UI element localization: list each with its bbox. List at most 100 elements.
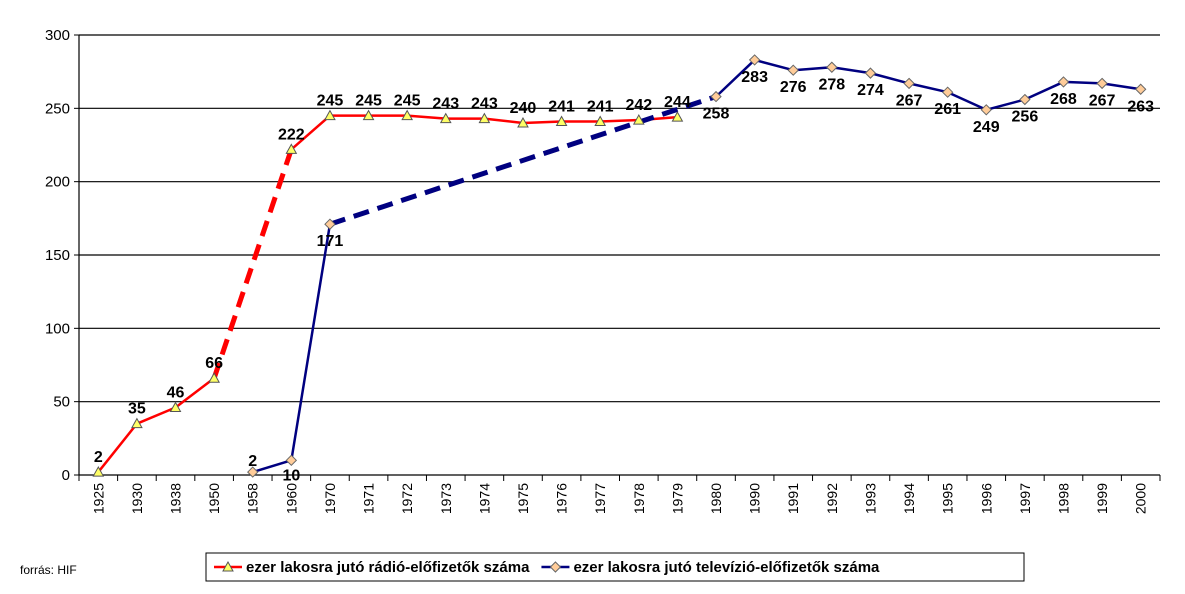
x-tick-label: 1974 [476,483,492,514]
x-tick-label: 1976 [554,483,570,514]
x-tick-label: 1994 [901,483,917,514]
x-tick-label: 1999 [1094,483,1110,514]
triangle-marker [594,115,607,127]
data-label: 261 [934,101,961,118]
series-line-segment [290,222,332,462]
data-label: 66 [205,355,223,372]
data-label: 242 [625,97,652,114]
data-label: 241 [548,99,575,116]
series-line-segment [1062,80,1104,85]
data-label: 256 [1012,109,1039,126]
data-label: 276 [780,79,807,96]
x-tick-label: 2000 [1133,483,1149,514]
triangle-marker [478,112,491,124]
diamond-marker [864,67,877,79]
x-tick-label: 1950 [206,483,222,514]
diamond-marker [1096,77,1108,90]
diamond-marker [247,466,259,478]
x-tick-label: 1990 [747,483,763,514]
diamond-marker [324,218,336,230]
triangle-marker [401,109,414,121]
data-label: 267 [1089,92,1116,109]
x-tick-label: 1977 [592,483,608,514]
y-tick-label: 250 [45,100,70,117]
x-tick-label: 1979 [669,483,685,514]
x-tick-label: 1997 [1017,483,1033,514]
y-tick-label: 50 [53,394,70,411]
triangle-marker [362,109,375,121]
series-line-segment [290,114,332,151]
data-label: 278 [818,76,845,93]
x-tick-label: 1996 [978,483,994,514]
triangle-marker [324,109,336,121]
triangle-marker [517,116,529,128]
series-lines [97,58,1142,474]
diamond-marker [903,77,915,90]
data-label: 222 [278,126,305,143]
series-dashed-segment [329,94,717,227]
data-label: 263 [1127,98,1154,115]
triangle-marker [632,114,645,125]
y-axis-ticks: 0 50 100 150 200 250 300 [45,27,79,484]
series-line-segment [791,66,834,72]
triangle-marker [208,372,220,383]
data-label: 171 [317,233,344,250]
data-label: 245 [317,93,344,110]
series-line-segment [97,422,139,474]
data-label: 35 [128,401,146,418]
data-label: 267 [896,92,923,109]
legend-triangle-marker [222,560,234,572]
x-tick-label: 1971 [361,483,377,514]
x-axis-ticks: 1925 1930 1938 1950 1958 1960 1970 1971 1972 1973… [78,475,1161,514]
triangle-marker [285,143,298,154]
legend-label: ezer lakosra jutó televízió-előfizetők s… [573,559,880,576]
x-tick-label: 1993 [862,483,878,514]
x-tick-label: 1980 [708,483,724,514]
series-line-segment [753,58,795,72]
data-label: 268 [1050,91,1077,108]
data-label: 249 [973,119,1000,136]
x-tick-label: 1925 [90,483,106,514]
series-line-segment [483,117,525,125]
series-line-segment [174,376,216,409]
data-label: 2 [248,453,257,470]
x-tick-label: 1960 [283,483,299,514]
x-tick-label: 1938 [168,483,184,514]
series-line-segment [135,406,177,425]
series-line-segment [869,71,911,85]
x-tick-label: 1975 [515,483,531,514]
legend-box [205,552,1025,582]
diamond-marker [980,104,992,116]
gridlines [79,34,1160,403]
data-label: 46 [167,385,185,402]
source-note: forrás: HIF [20,563,77,577]
y-tick-label: 300 [45,27,70,44]
data-labels: 2 35 46 66 222 245 245 245 243 243 240 241 241 242 244… [94,69,1154,484]
triangle-marker [555,115,568,127]
diamond-marker [826,61,838,73]
data-label: 274 [857,82,884,99]
series-line-segment [521,120,563,125]
diamond-marker [1019,93,1031,106]
data-label: 243 [471,96,498,113]
triangle-marker [439,112,452,124]
data-label: 258 [703,106,730,123]
x-tick-label: 1991 [785,483,801,514]
y-tick-label: 200 [45,174,70,191]
series-line-segment [907,82,949,94]
legend-label: ezer lakosra jutó rádió-előfizetők száma [246,559,530,576]
triangle-marker [169,401,182,413]
x-tick-label: 1972 [399,483,415,514]
series-line-segment [251,459,293,474]
data-label: 243 [432,96,459,113]
x-tick-label: 1978 [631,483,647,514]
data-label: 2 [94,449,103,466]
y-tick-label: 100 [45,320,70,337]
data-label: 241 [587,99,614,116]
x-tick-label: 1958 [245,483,261,514]
diamond-marker [941,86,954,98]
series-dashed-segment [211,148,294,379]
series-line-segment [985,98,1027,112]
series-line-segment [714,58,756,98]
